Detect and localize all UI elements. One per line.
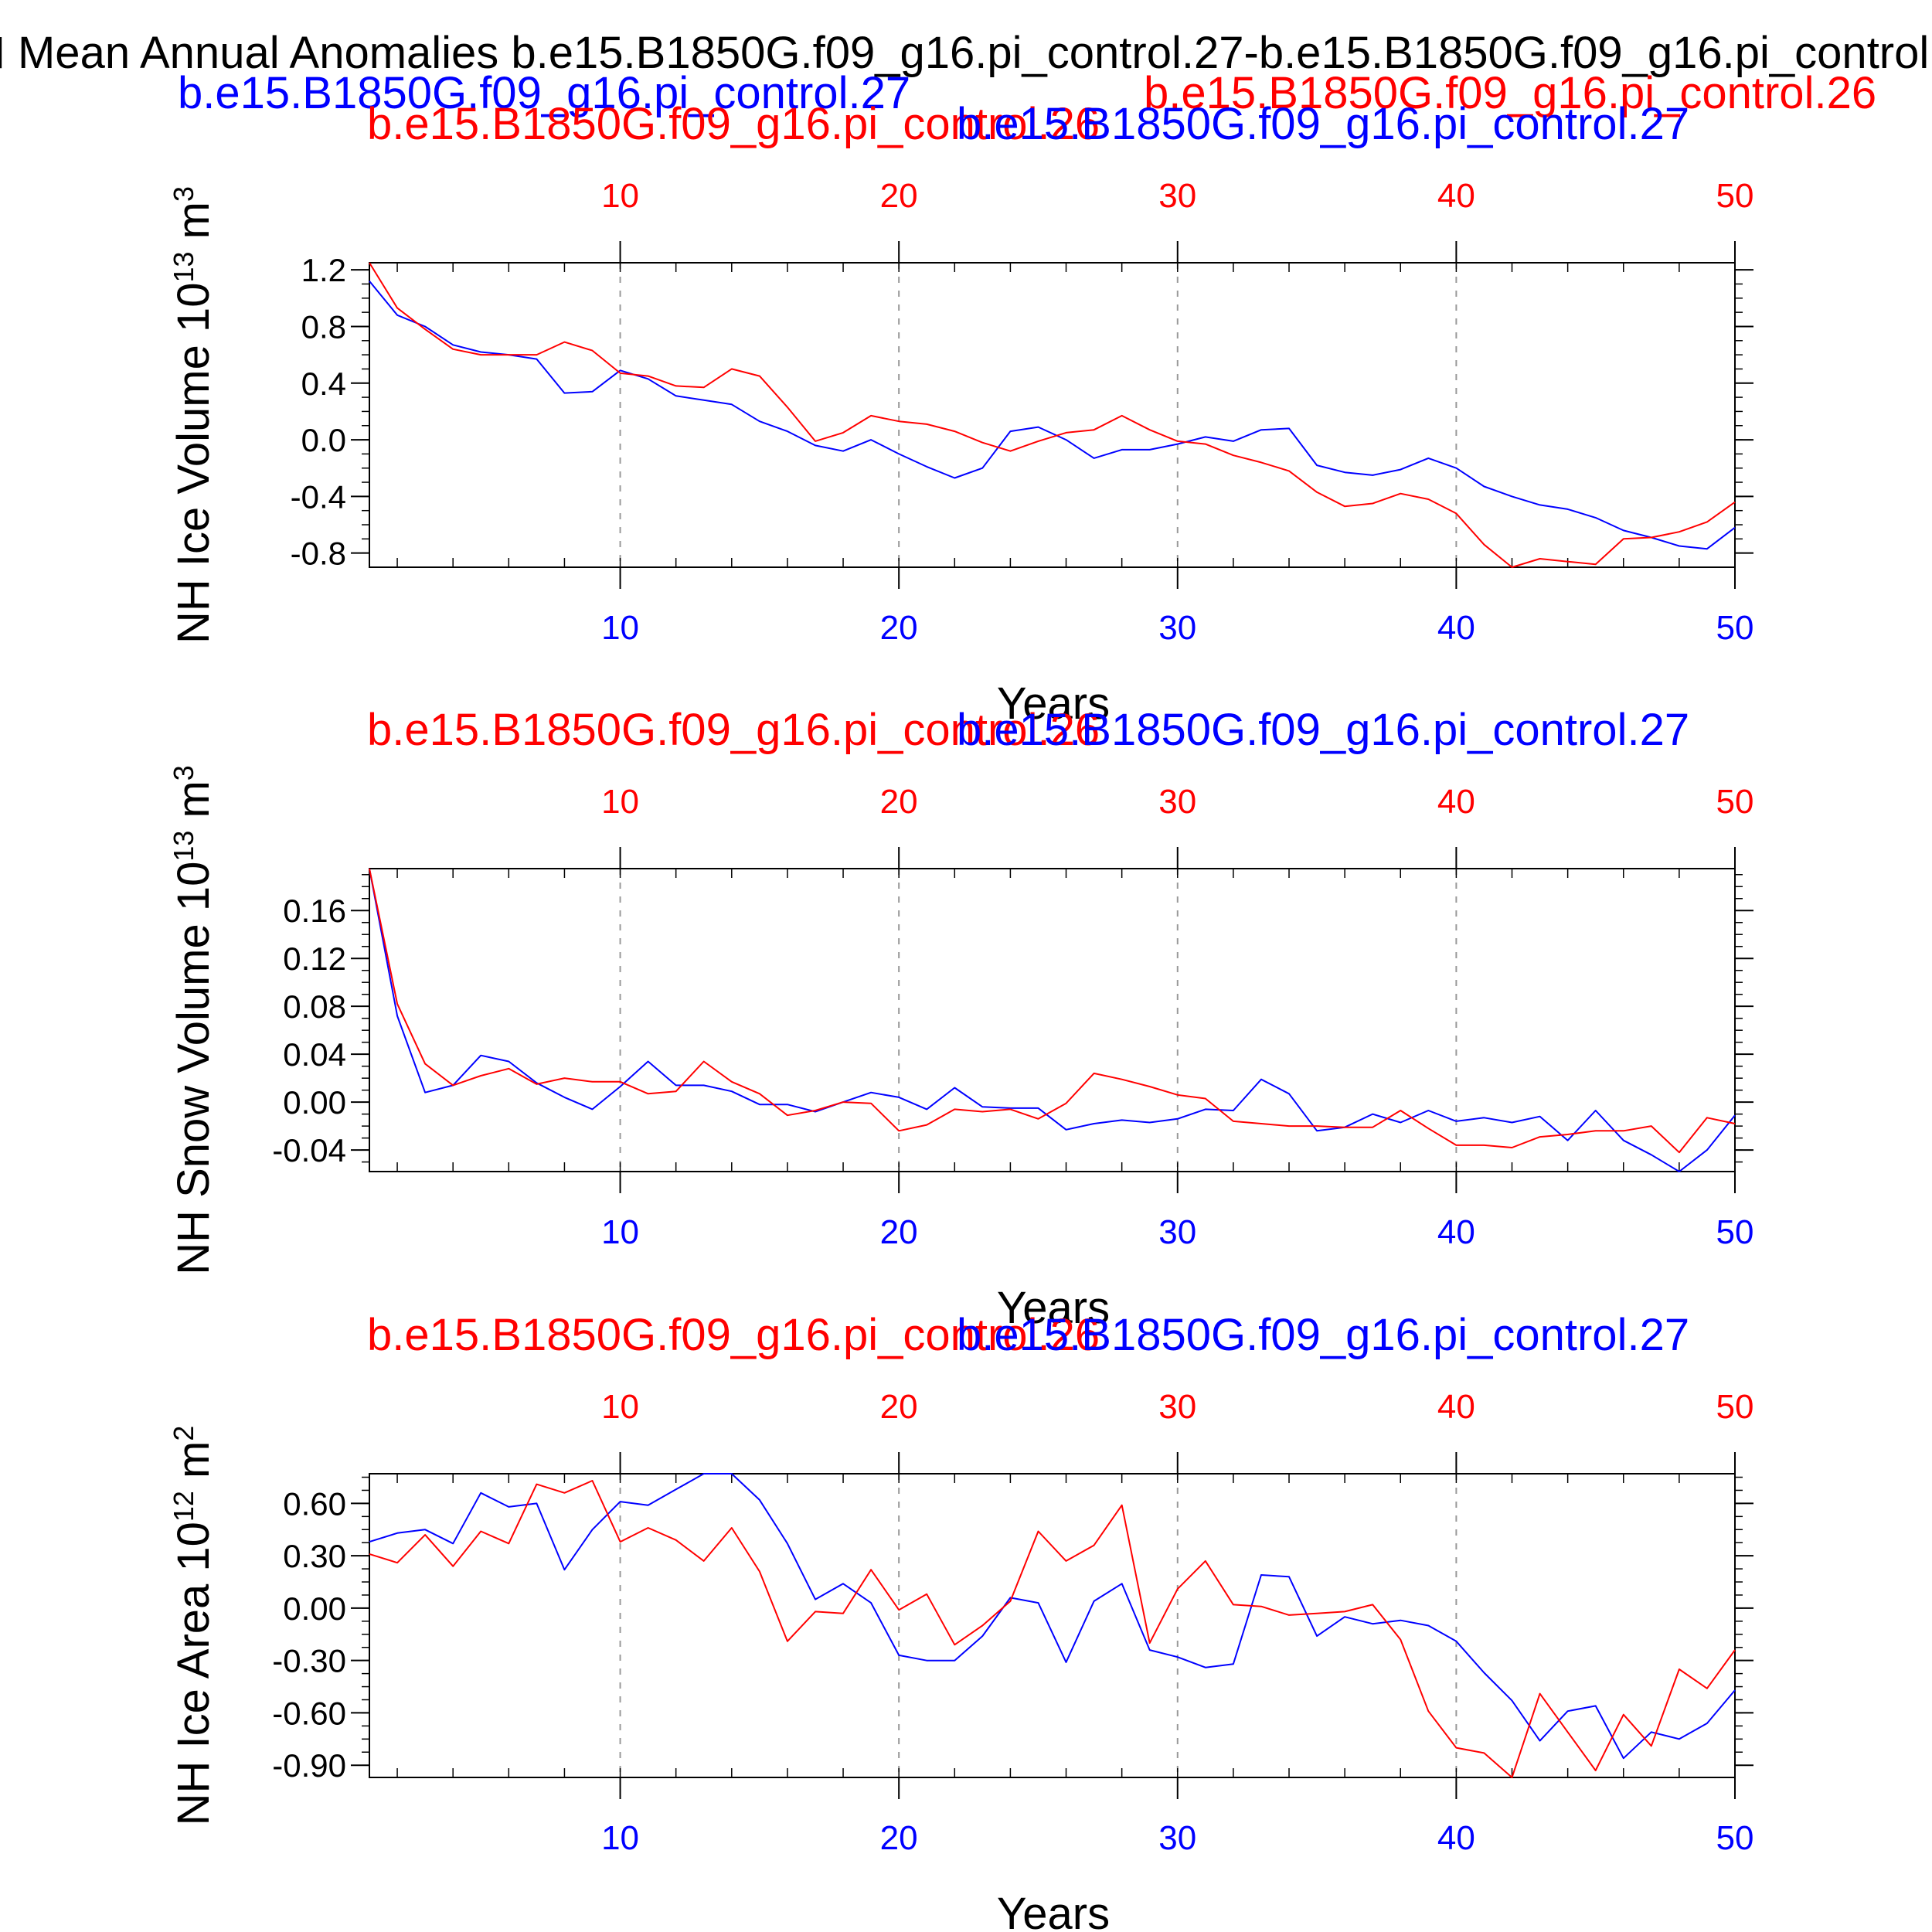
x-axis-label: Years [997,1283,1110,1333]
y-tick-label: -0.04 [272,1132,346,1168]
y-tick-label: 0.00 [283,1590,346,1627]
x-tick-label-bottom: 40 [1437,609,1475,647]
y-axis-label: NH Ice Volume 1013 m3 [168,186,219,644]
header-label-right: b.e15.B1850G.f09_g16.pi_control.26 [1144,68,1876,118]
x-tick-label-bottom: 50 [1716,609,1754,647]
x-tick-label-top: 30 [1158,1388,1196,1426]
x-tick-label-top: 20 [880,177,918,215]
x-tick-label-bottom: 20 [880,1819,918,1857]
top-axis-label: b.e15.B1850G.f09_g16.pi_control.26 [367,99,1100,149]
y-tick-label: -0.8 [291,536,346,572]
x-tick-label-top: 50 [1716,177,1754,215]
series-line-control27 [369,868,1736,1172]
x-tick-label-top: 40 [1437,177,1475,215]
plot-frame [369,262,1736,568]
series-line-control26 [369,1480,1736,1778]
y-tick-label: 0.8 [301,308,346,345]
x-axis-label: Years [997,679,1110,729]
top-axis-label: b.e15.B1850G.f09_g16.pi_control.26 [367,705,1100,755]
x-tick-label-bottom: 50 [1716,1819,1754,1857]
x-tick-label-top: 40 [1437,1388,1475,1426]
panel-1: b.e15.B1850G.f09_g16.pi_control.26b.e15.… [168,99,1754,729]
panel-3: b.e15.B1850G.f09_g16.pi_control.26b.e15.… [168,1310,1754,1932]
y-tick-label: 0.4 [301,366,346,402]
top-axis-label: b.e15.B1850G.f09_g16.pi_control.26 [367,1310,1100,1360]
x-tick-label-top: 10 [601,1388,639,1426]
x-tick-label-top: 50 [1716,1388,1754,1426]
y-tick-label: -0.30 [272,1643,346,1679]
x-tick-label-bottom: 20 [880,1213,918,1251]
x-tick-label-bottom: 10 [601,1213,639,1251]
y-tick-label: 0.30 [283,1538,346,1574]
series-line-control27 [369,281,1736,550]
y-tick-label: -0.4 [291,478,346,515]
plot-frame [369,1473,1736,1778]
panel-2: b.e15.B1850G.f09_g16.pi_control.26b.e15.… [168,705,1754,1333]
bottom-axis-label: b.e15.B1850G.f09_g16.pi_control.27 [957,705,1689,755]
y-tick-label: 0.12 [283,940,346,977]
y-tick-label: 0.08 [283,988,346,1025]
header-label-left: b.e15.B1850G.f09_g16.pi_control.27 [178,68,910,118]
x-tick-label-top: 50 [1716,783,1754,821]
series-line-control26 [369,262,1736,568]
bottom-axis-label: b.e15.B1850G.f09_g16.pi_control.27 [957,1310,1689,1360]
x-tick-label-top: 20 [880,783,918,821]
y-axis-label: NH Ice Area 1012 m2 [168,1426,219,1826]
x-tick-label-bottom: 40 [1437,1213,1475,1251]
x-tick-label-bottom: 10 [601,609,639,647]
x-tick-label-top: 10 [601,177,639,215]
y-tick-label: -0.60 [272,1695,346,1731]
plot-frame [369,868,1736,1172]
x-tick-label-top: 40 [1437,783,1475,821]
x-tick-label-top: 30 [1158,177,1196,215]
y-axis-label: NH Snow Volume 1013 m3 [168,765,219,1275]
x-tick-label-bottom: 30 [1158,1819,1196,1857]
series-line-control26 [369,868,1736,1154]
x-tick-label-bottom: 50 [1716,1213,1754,1251]
series-line-control27 [369,1473,1736,1760]
x-tick-label-top: 30 [1158,783,1196,821]
y-tick-label: 0.00 [283,1084,346,1121]
x-tick-label-bottom: 20 [880,609,918,647]
x-tick-label-bottom: 10 [601,1819,639,1857]
x-tick-label-bottom: 30 [1158,609,1196,647]
x-tick-label-bottom: 30 [1158,1213,1196,1251]
y-tick-label: 1.2 [301,252,346,288]
y-tick-label: 0.0 [301,422,346,458]
figure-title: NH Mean Annual Anomalies b.e15.B1850G.f0… [0,28,1932,78]
bottom-axis-label: b.e15.B1850G.f09_g16.pi_control.27 [957,99,1689,149]
y-tick-label: -0.90 [272,1747,346,1784]
y-tick-label: 0.60 [283,1485,346,1522]
x-tick-label-bottom: 40 [1437,1819,1475,1857]
y-tick-label: 0.16 [283,893,346,929]
x-tick-label-top: 20 [880,1388,918,1426]
figure: NH Mean Annual Anomalies b.e15.B1850G.f0… [0,28,1932,1932]
x-axis-label: Years [997,1889,1110,1932]
x-tick-label-top: 10 [601,783,639,821]
y-tick-label: 0.04 [283,1036,346,1073]
